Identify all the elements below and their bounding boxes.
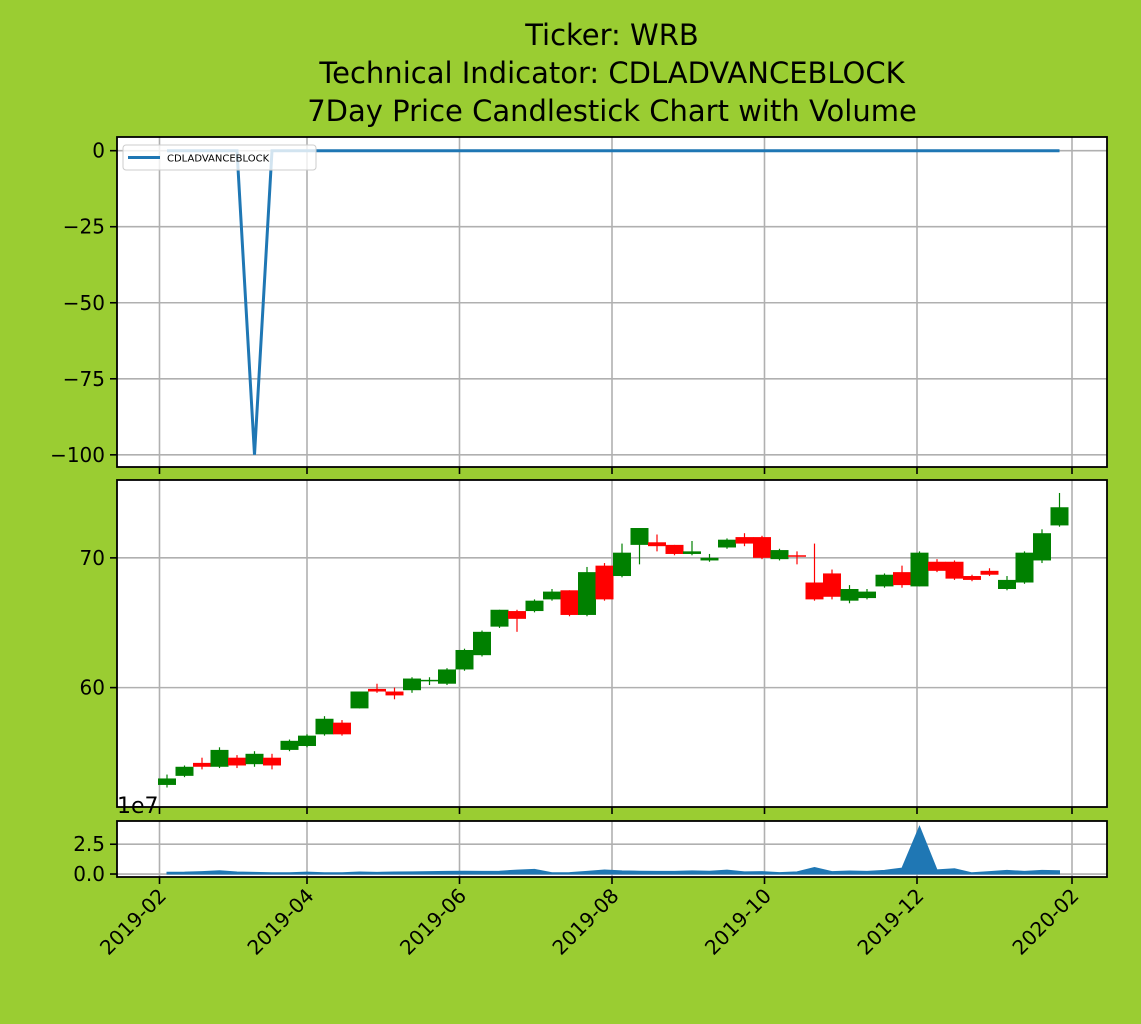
candle-body <box>980 570 999 575</box>
candle-body <box>578 572 596 615</box>
candle-body <box>945 561 964 579</box>
candle-body <box>245 753 264 765</box>
candle-body <box>753 537 771 558</box>
candle-body <box>210 749 229 767</box>
candle-body <box>560 590 579 615</box>
candle-body <box>630 528 649 545</box>
candle-body <box>175 766 194 776</box>
candle-body <box>228 757 246 766</box>
candle-body <box>438 669 456 684</box>
candle-body <box>893 572 911 586</box>
y-tick-label: 70 <box>80 546 105 570</box>
candle-body <box>700 557 719 561</box>
candle-body <box>473 631 491 656</box>
candle-body <box>963 576 981 580</box>
candle-body <box>420 679 439 682</box>
title-line-1: Ticker: WRB <box>524 18 699 52</box>
candle-body <box>1015 552 1034 583</box>
candle-body <box>490 609 509 627</box>
y-tick-label: 0.0 <box>73 862 105 886</box>
candle-body <box>263 757 281 766</box>
candle-body <box>298 735 316 747</box>
candle-body <box>805 582 824 600</box>
candle-body <box>718 539 736 548</box>
y-tick-label: 60 <box>80 676 105 700</box>
legend-box <box>122 144 317 171</box>
candle-body <box>595 565 614 600</box>
title-line-2: Technical Indicator: CDLADVANCEBLOCK <box>318 56 905 90</box>
candle-body <box>315 718 334 735</box>
legend-label: CDLADVANCEBLOCK <box>167 154 270 165</box>
indicator-panel: 0 −25 −50 −75 −100 CDLADVANCEBLOCK <box>50 136 1108 474</box>
candle-body <box>455 649 474 670</box>
candle-body <box>280 740 299 750</box>
candle-body <box>193 762 211 767</box>
volume-area <box>166 825 1060 875</box>
candle-body <box>508 611 526 619</box>
candle-body <box>840 589 859 601</box>
title-line-3: 7Day Price Candlestick Chart with Volume <box>307 94 917 128</box>
candle-body <box>910 552 929 587</box>
candle-body <box>1050 507 1069 526</box>
candle-body <box>788 555 806 557</box>
candle-body <box>403 678 421 691</box>
volume-panel: 0.0 2.5 1e7 <box>73 794 1108 886</box>
candle-body <box>385 691 404 696</box>
candle-body <box>1033 533 1051 561</box>
y-tick-label: 2.5 <box>73 832 105 856</box>
y-tick-label: −75 <box>63 367 105 391</box>
price-panel: 60 70 <box>80 479 1108 814</box>
candle-body <box>858 591 876 599</box>
candle-body <box>368 688 386 692</box>
y-tick-label: −50 <box>63 291 105 315</box>
y-tick-label: −25 <box>63 215 105 239</box>
y-tick-label: 0 <box>92 139 105 163</box>
candle-body <box>543 591 561 600</box>
candle-body <box>648 542 666 547</box>
candle-body <box>770 550 789 560</box>
candle-body <box>333 722 351 735</box>
candle-body <box>613 552 631 577</box>
candle-body <box>158 778 176 785</box>
candle-body <box>823 573 841 597</box>
candle-body <box>350 691 369 709</box>
candle-body <box>683 551 701 554</box>
candle-body <box>875 574 894 587</box>
candle-body <box>735 537 754 544</box>
y-tick-label: −100 <box>50 443 105 467</box>
chart-title: Ticker: WRB Technical Indicator: CDLADVA… <box>307 18 917 128</box>
candle-body <box>665 544 684 554</box>
legend: CDLADVANCEBLOCK <box>122 144 317 171</box>
candle-body <box>928 561 946 571</box>
volume-offset-label: 1e7 <box>117 794 159 819</box>
candle-body <box>998 579 1016 589</box>
candle-body <box>525 600 544 612</box>
